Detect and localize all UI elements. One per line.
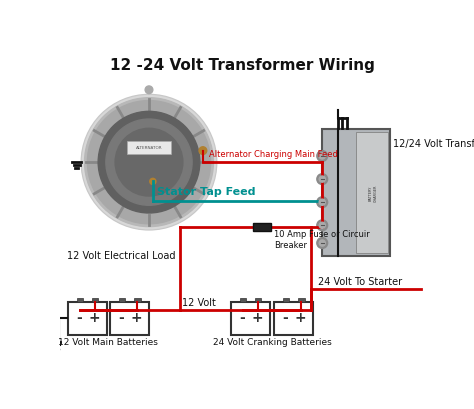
Text: -: - xyxy=(283,310,288,324)
Circle shape xyxy=(150,179,156,185)
Circle shape xyxy=(319,222,325,229)
Circle shape xyxy=(106,120,192,206)
Bar xyxy=(119,298,125,302)
Bar xyxy=(283,298,289,302)
Bar xyxy=(240,298,246,302)
Text: +: + xyxy=(295,310,307,324)
Text: 12 -24 Volt Transformer Wiring: 12 -24 Volt Transformer Wiring xyxy=(110,58,375,73)
Circle shape xyxy=(317,197,328,208)
Text: Stator Tap Feed: Stator Tap Feed xyxy=(157,187,255,197)
Text: +: + xyxy=(89,310,100,324)
Text: 10 Amp Fuse or Circuir
Breaker: 10 Amp Fuse or Circuir Breaker xyxy=(273,229,369,249)
Text: 24 Volt To Starter: 24 Volt To Starter xyxy=(319,276,402,286)
Text: +: + xyxy=(131,310,143,324)
Circle shape xyxy=(317,238,328,249)
Text: Alternator Charging Main Feed: Alternator Charging Main Feed xyxy=(209,150,338,159)
Text: +: + xyxy=(252,310,264,324)
Text: BATTERY
CHARGER: BATTERY CHARGER xyxy=(369,184,377,202)
Circle shape xyxy=(317,151,328,162)
Text: 24 Volt Cranking Batteries: 24 Volt Cranking Batteries xyxy=(213,337,331,346)
Bar xyxy=(68,303,107,335)
Bar xyxy=(92,298,98,302)
Text: 12/24 Volt Transformer: 12/24 Volt Transformer xyxy=(393,139,474,148)
Circle shape xyxy=(199,147,207,155)
Circle shape xyxy=(317,220,328,231)
Circle shape xyxy=(81,95,217,230)
Circle shape xyxy=(319,153,325,160)
Text: ALTERNATOR: ALTERNATOR xyxy=(136,146,162,149)
Text: 12 Volt Main Batteries: 12 Volt Main Batteries xyxy=(58,337,158,346)
Bar xyxy=(298,298,304,302)
Text: -: - xyxy=(118,310,124,324)
Bar xyxy=(134,298,140,302)
Circle shape xyxy=(145,87,153,94)
Bar xyxy=(253,223,272,231)
Circle shape xyxy=(84,98,214,227)
Circle shape xyxy=(319,240,325,247)
Bar xyxy=(128,141,171,155)
Circle shape xyxy=(319,200,325,206)
Text: 12 Volt Electrical Load: 12 Volt Electrical Load xyxy=(66,250,175,260)
Bar xyxy=(255,298,261,302)
Bar xyxy=(274,303,313,335)
Text: -: - xyxy=(239,310,245,324)
Circle shape xyxy=(87,101,210,224)
Bar xyxy=(322,130,390,256)
Circle shape xyxy=(317,174,328,185)
Bar xyxy=(110,303,149,335)
Circle shape xyxy=(319,177,325,183)
Bar xyxy=(77,298,83,302)
Text: 12 Volt: 12 Volt xyxy=(182,297,216,307)
Text: -: - xyxy=(76,310,82,324)
Circle shape xyxy=(115,129,183,197)
Circle shape xyxy=(98,112,200,213)
Bar xyxy=(231,303,270,335)
Bar xyxy=(356,133,389,254)
